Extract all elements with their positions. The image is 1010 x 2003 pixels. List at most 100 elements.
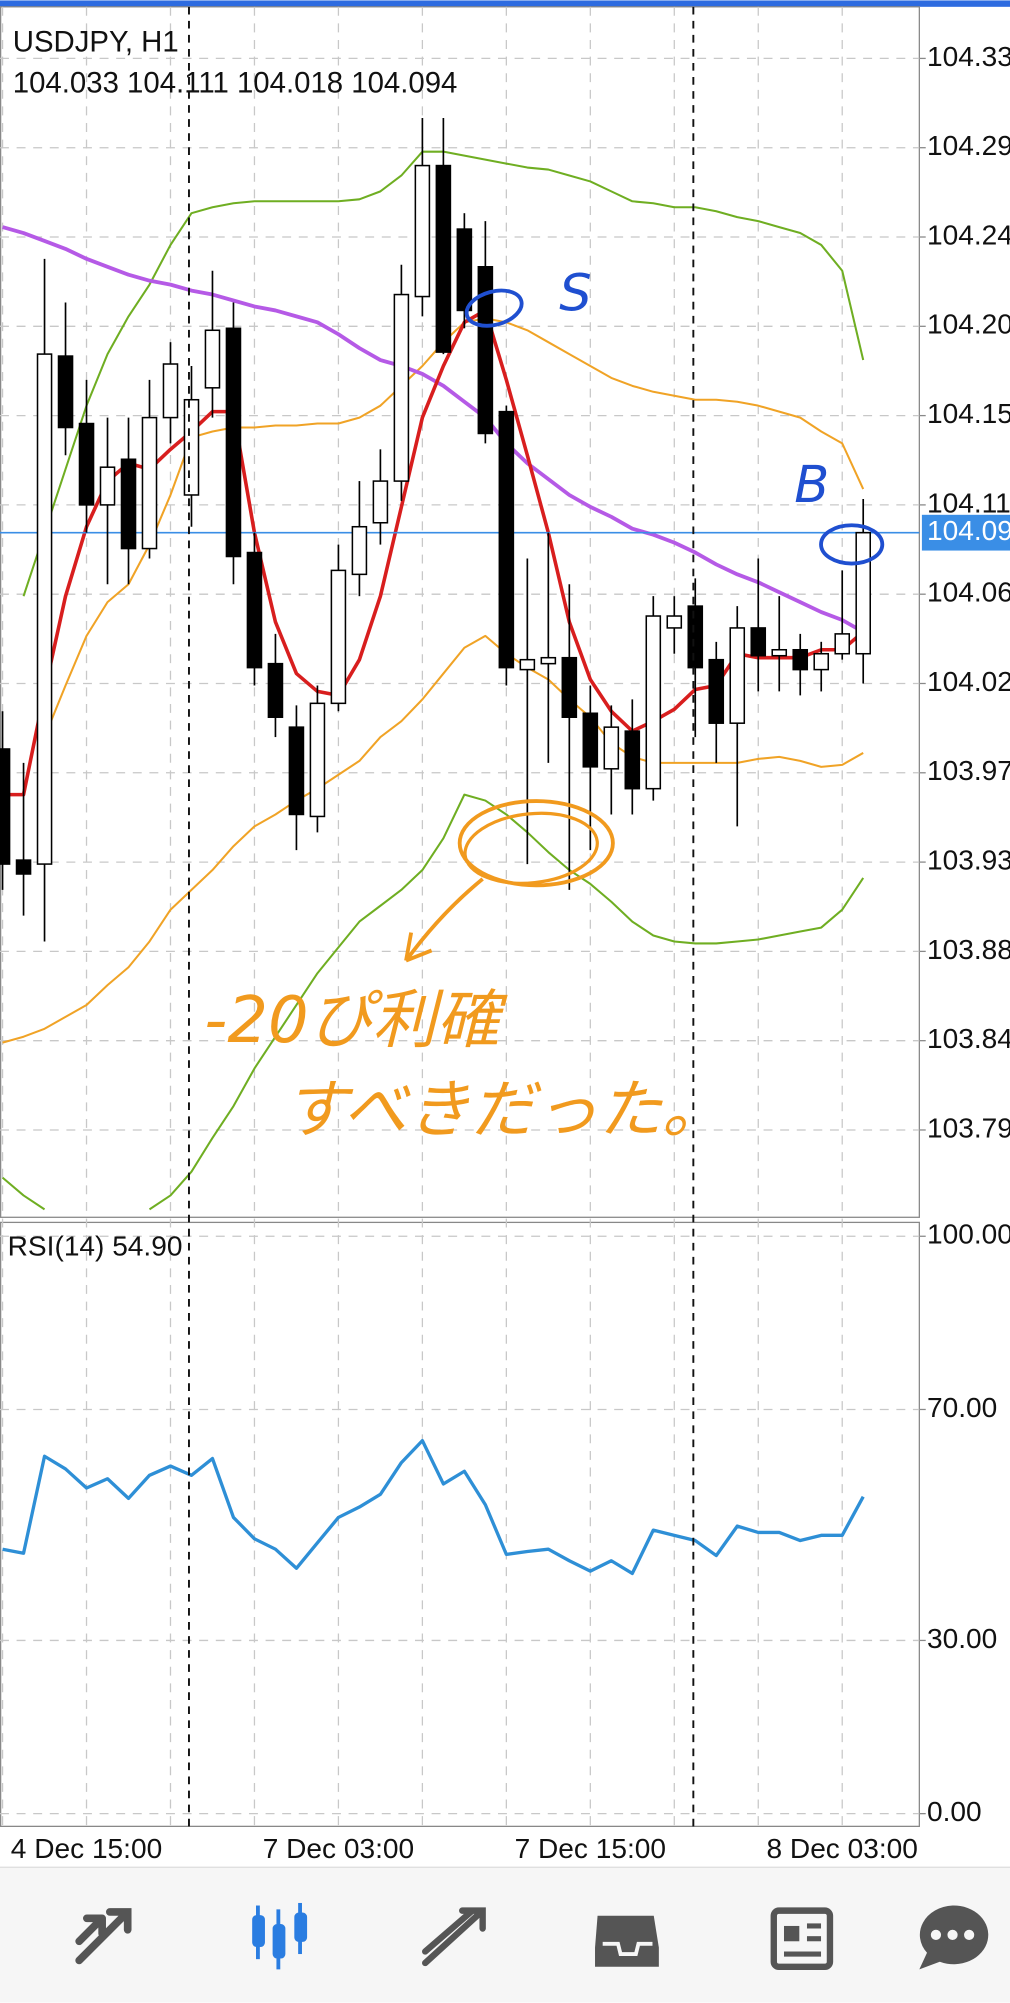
top-bar <box>0 0 1010 7</box>
buy-circle <box>819 523 885 566</box>
candle-body <box>162 363 179 419</box>
candle-body <box>624 730 641 790</box>
rsi-line <box>2 1438 865 1576</box>
candle-body <box>36 353 53 865</box>
y-tick-label: 104.33 <box>927 41 1010 72</box>
candle-body <box>0 748 11 865</box>
y-tick-label: 103.84 <box>927 1023 1010 1054</box>
candle-body <box>645 615 662 790</box>
chart-tab[interactable] <box>252 1902 308 1970</box>
rsi-panel <box>0 1221 920 1827</box>
history-tab[interactable] <box>595 1915 659 1967</box>
indicator-line <box>2 634 864 1044</box>
y-tick-label: 104.15 <box>927 398 1010 429</box>
x-tick-label: 7 Dec 03:00 <box>263 1833 414 1864</box>
candle-body <box>456 228 473 312</box>
candle-layer <box>0 117 872 942</box>
y-tick-label: 0.00 <box>927 1796 982 1827</box>
y-tick-label: 104.24 <box>927 219 1010 250</box>
ohlc-readout: 104.033 104.111 104.018 104.094 <box>13 66 458 99</box>
candle-body <box>330 569 347 705</box>
x-tick-label: 4 Dec 15:00 <box>11 1833 162 1864</box>
note: すべきだった。 <box>283 1073 725 1147</box>
price-panel <box>0 6 920 1218</box>
y-tick-label: 70.00 <box>927 1392 997 1423</box>
candle-body <box>813 652 830 671</box>
symbol-title: USDJPY, H1 <box>13 26 179 59</box>
candle-body <box>540 656 557 665</box>
candle-body <box>57 355 74 429</box>
candle-body <box>708 658 725 724</box>
news-tab[interactable] <box>770 1907 834 1971</box>
arrow <box>404 877 484 963</box>
x-tick-label: 7 Dec 15:00 <box>515 1833 666 1864</box>
candle-body <box>519 658 536 671</box>
candle-body <box>477 266 494 435</box>
indicator-line <box>2 225 865 634</box>
candle-body <box>351 525 368 576</box>
text-layer: USDJPY, H1 104.033 104.111 104.018 104.0… <box>8 26 1010 1864</box>
note: -20ぴ利確 <box>204 984 508 1058</box>
candle-body <box>99 466 116 506</box>
y-tick-label: 104.02 <box>927 666 1010 697</box>
toolbar-bg <box>0 1867 1010 2003</box>
indicator-line <box>43 317 865 738</box>
y-tick-label: 103.97 <box>927 755 1010 786</box>
chat-tab[interactable] <box>919 1905 989 1970</box>
target-circle <box>457 799 615 888</box>
toolbar <box>0 1866 1010 2003</box>
rsi-title: RSI(14) 54.90 <box>8 1230 183 1261</box>
x-tick-label: 8 Dec 03:00 <box>767 1833 918 1864</box>
candle-body <box>582 712 599 768</box>
candle-body <box>204 329 221 389</box>
candle-body <box>561 656 578 718</box>
current-price-box <box>921 514 1010 551</box>
candle-body <box>120 458 137 550</box>
candle-body <box>78 422 95 506</box>
rsi-layer <box>2 1438 865 1576</box>
buy-mark: B <box>794 456 829 515</box>
trade-tab[interactable] <box>422 1907 486 1967</box>
y-tick-label: 103.93 <box>927 845 1010 876</box>
candle-body <box>687 605 704 669</box>
candle-body <box>267 662 284 718</box>
candle-body <box>750 627 767 657</box>
y-tick-label: 100.00 <box>927 1219 1010 1250</box>
y-tick-label: 104.11 <box>927 487 1010 518</box>
candle-body <box>372 480 389 524</box>
sell-circle <box>464 288 524 328</box>
candle-body <box>414 164 431 298</box>
candle-body <box>246 551 263 669</box>
candle-body <box>792 648 809 671</box>
y-tick-label: 103.79 <box>927 1112 1010 1143</box>
indicator-line <box>1 793 865 1211</box>
y-tick-label: 103.88 <box>927 934 1010 965</box>
candle-body <box>288 726 305 816</box>
quotes-tab[interactable] <box>75 1908 132 1965</box>
y-tick-label: 104.20 <box>927 309 1010 340</box>
candle-body <box>183 398 200 496</box>
candle-body <box>435 164 452 353</box>
target-circle <box>463 811 599 885</box>
y-tick-label: 104.29 <box>927 130 1010 161</box>
candle-body <box>603 726 620 770</box>
candle-body <box>729 627 746 724</box>
sell-mark: S <box>559 265 591 324</box>
candle-body <box>834 633 851 655</box>
candle-body <box>309 702 326 818</box>
candle-body <box>141 416 158 550</box>
candle-body <box>225 327 242 558</box>
candle-body <box>393 293 410 482</box>
candle-body <box>498 410 515 669</box>
candle-body <box>855 531 872 655</box>
candle-body <box>15 859 32 875</box>
y-tick-label: 104.06 <box>927 577 1010 608</box>
candle-body <box>771 648 788 657</box>
candle-body <box>666 615 683 629</box>
current-price-label: 104.094 <box>927 515 1010 546</box>
annotations: S B -20ぴ利確 すべきだった。 <box>204 265 885 1147</box>
y-tick-label: 30.00 <box>927 1623 997 1654</box>
